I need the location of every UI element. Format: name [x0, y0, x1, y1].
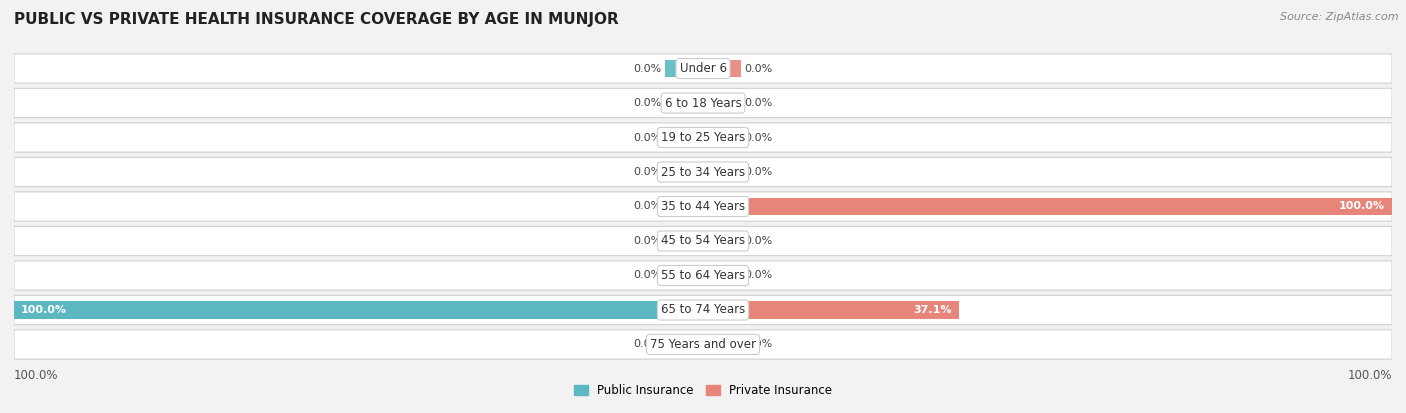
Text: 100.0%: 100.0%	[14, 369, 59, 382]
Text: 100.0%: 100.0%	[1347, 369, 1392, 382]
Text: 25 to 34 Years: 25 to 34 Years	[661, 166, 745, 178]
Bar	[665, 128, 703, 147]
Text: 0.0%: 0.0%	[744, 133, 772, 142]
Bar	[703, 163, 741, 181]
FancyBboxPatch shape	[14, 157, 1392, 187]
FancyBboxPatch shape	[14, 295, 1392, 325]
Text: 35 to 44 Years: 35 to 44 Years	[661, 200, 745, 213]
Text: 0.0%: 0.0%	[744, 236, 772, 246]
Text: 55 to 64 Years: 55 to 64 Years	[661, 269, 745, 282]
Bar	[703, 266, 741, 285]
Text: 100.0%: 100.0%	[21, 305, 67, 315]
Text: 65 to 74 Years: 65 to 74 Years	[661, 304, 745, 316]
Text: 0.0%: 0.0%	[634, 133, 662, 142]
FancyBboxPatch shape	[14, 226, 1392, 256]
Text: 0.0%: 0.0%	[634, 236, 662, 246]
Text: 0.0%: 0.0%	[744, 339, 772, 349]
Legend: Public Insurance, Private Insurance: Public Insurance, Private Insurance	[569, 379, 837, 401]
Text: 0.0%: 0.0%	[634, 98, 662, 108]
Bar	[703, 335, 741, 354]
Text: 0.0%: 0.0%	[634, 271, 662, 280]
FancyBboxPatch shape	[14, 54, 1392, 83]
Text: 0.0%: 0.0%	[634, 202, 662, 211]
Text: Under 6: Under 6	[679, 62, 727, 75]
FancyBboxPatch shape	[14, 192, 1392, 221]
FancyBboxPatch shape	[14, 330, 1392, 359]
Text: 100.0%: 100.0%	[1339, 202, 1385, 211]
Text: 0.0%: 0.0%	[744, 271, 772, 280]
Text: 0.0%: 0.0%	[634, 64, 662, 74]
Text: PUBLIC VS PRIVATE HEALTH INSURANCE COVERAGE BY AGE IN MUNJOR: PUBLIC VS PRIVATE HEALTH INSURANCE COVER…	[14, 12, 619, 27]
Text: 0.0%: 0.0%	[744, 98, 772, 108]
Text: 0.0%: 0.0%	[744, 167, 772, 177]
Bar	[703, 59, 741, 78]
Text: 6 to 18 Years: 6 to 18 Years	[665, 97, 741, 109]
Bar	[703, 94, 741, 112]
Bar	[665, 197, 703, 216]
Bar	[14, 301, 703, 319]
Bar	[703, 197, 1392, 216]
Text: 45 to 54 Years: 45 to 54 Years	[661, 235, 745, 247]
Bar	[703, 301, 959, 319]
Text: 37.1%: 37.1%	[914, 305, 952, 315]
Bar	[665, 59, 703, 78]
FancyBboxPatch shape	[14, 123, 1392, 152]
Text: 19 to 25 Years: 19 to 25 Years	[661, 131, 745, 144]
FancyBboxPatch shape	[14, 88, 1392, 118]
Bar	[665, 266, 703, 285]
Bar	[703, 232, 741, 250]
Bar	[665, 163, 703, 181]
Text: 0.0%: 0.0%	[744, 64, 772, 74]
Text: Source: ZipAtlas.com: Source: ZipAtlas.com	[1281, 12, 1399, 22]
Bar	[665, 94, 703, 112]
Bar	[665, 335, 703, 354]
Text: 75 Years and over: 75 Years and over	[650, 338, 756, 351]
FancyBboxPatch shape	[14, 261, 1392, 290]
Bar	[703, 128, 741, 147]
Text: 0.0%: 0.0%	[634, 167, 662, 177]
Bar	[665, 232, 703, 250]
Text: 0.0%: 0.0%	[634, 339, 662, 349]
